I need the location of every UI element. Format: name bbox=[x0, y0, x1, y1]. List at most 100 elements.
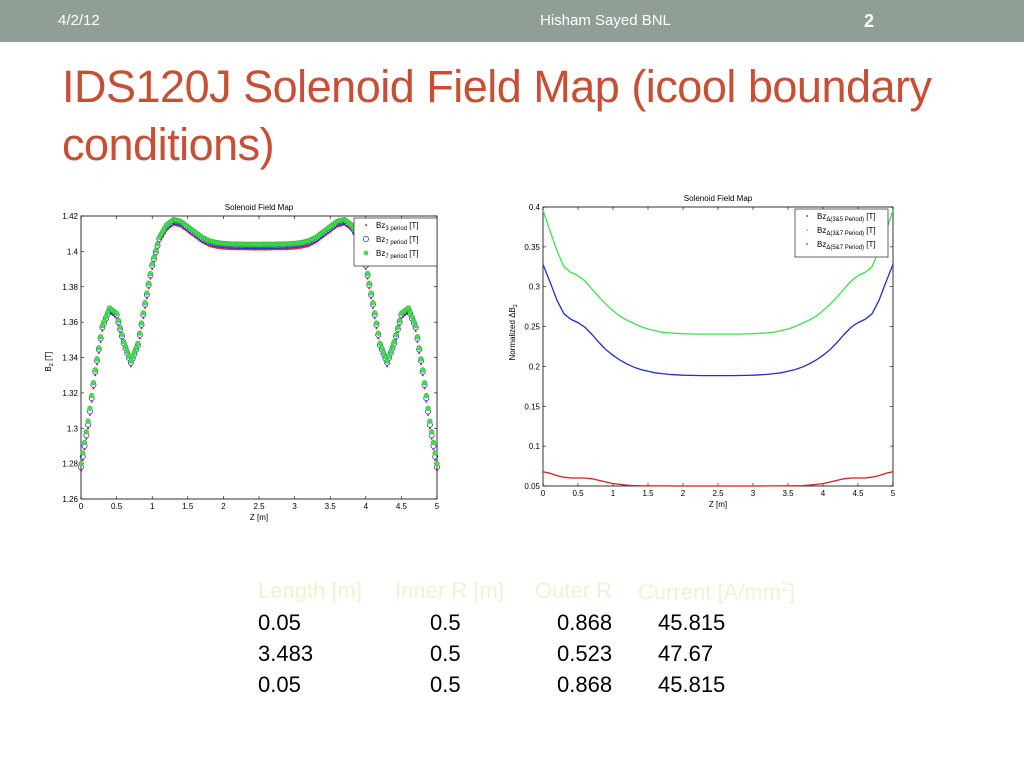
data-point bbox=[414, 334, 421, 340]
x-tick-label: 3 bbox=[292, 502, 297, 511]
x-tick-label: 4 bbox=[364, 502, 369, 511]
legend-entry: BzΔ(5&7 Period) [T] bbox=[817, 240, 876, 251]
data-point bbox=[386, 365, 389, 368]
data-point bbox=[117, 324, 123, 331]
data-point bbox=[364, 270, 371, 277]
y-tick-label: 1.26 bbox=[62, 495, 78, 504]
x-tick-label: 1.5 bbox=[642, 489, 654, 498]
data-point bbox=[429, 429, 435, 435]
data-point bbox=[90, 380, 97, 386]
data-point bbox=[227, 248, 230, 251]
data-point bbox=[395, 324, 401, 331]
data-point bbox=[147, 270, 154, 277]
data-point bbox=[222, 247, 225, 250]
x-tick-label: 1.5 bbox=[182, 502, 194, 511]
y-tick-label: 0.2 bbox=[529, 362, 541, 371]
data-point bbox=[364, 268, 367, 271]
legend-entry: Bz3 period [T] bbox=[376, 221, 419, 232]
data-point bbox=[414, 329, 417, 332]
y-tick-label: 0.15 bbox=[524, 402, 540, 411]
data-point bbox=[220, 247, 223, 250]
y-axis-label: Normalized ΔBz bbox=[508, 304, 519, 360]
slide-header-bar: 4/2/12 Hisham Sayed BNL 2 bbox=[0, 0, 1024, 42]
slide-date: 4/2/12 bbox=[58, 12, 100, 29]
data-point bbox=[427, 418, 433, 424]
data-point bbox=[391, 338, 397, 345]
y-tick-label: 1.38 bbox=[62, 283, 78, 292]
data-point bbox=[217, 247, 220, 250]
table-header-outer-r: Outer R bbox=[535, 578, 613, 603]
data-point bbox=[96, 345, 102, 351]
data-point bbox=[97, 334, 104, 340]
data-point bbox=[427, 413, 430, 416]
data-point bbox=[432, 448, 435, 451]
table-cell: 0.05 bbox=[258, 610, 301, 635]
series-line bbox=[542, 264, 894, 377]
data-point bbox=[113, 310, 120, 316]
data-point bbox=[282, 248, 285, 251]
data-point bbox=[146, 280, 152, 286]
data-point bbox=[295, 247, 298, 250]
data-point bbox=[145, 297, 148, 300]
table-cell: 3.483 bbox=[258, 641, 314, 666]
data-point bbox=[87, 405, 93, 411]
data-point bbox=[405, 305, 412, 311]
data-point bbox=[436, 469, 438, 472]
data-point bbox=[119, 331, 125, 338]
data-point bbox=[236, 248, 239, 251]
data-point bbox=[250, 248, 253, 251]
data-point bbox=[379, 345, 385, 351]
data-point bbox=[375, 330, 381, 336]
table-header-current-label: Current [A/mm bbox=[638, 579, 782, 605]
data-point bbox=[291, 247, 294, 250]
data-point bbox=[218, 247, 221, 250]
y-tick-label: 0.25 bbox=[524, 323, 540, 332]
data-point bbox=[115, 317, 121, 323]
data-point bbox=[229, 248, 232, 251]
x-tick-label: 2 bbox=[221, 502, 226, 511]
x-axis-label: Z [m] bbox=[250, 513, 268, 522]
y-tick-label: 0.4 bbox=[529, 203, 541, 212]
chart-title: Solenoid Field Map bbox=[684, 194, 753, 203]
data-point bbox=[279, 248, 282, 251]
data-point bbox=[281, 248, 284, 251]
data-point bbox=[418, 352, 421, 355]
x-tick-label: 2.5 bbox=[253, 502, 265, 511]
data-point bbox=[138, 337, 141, 340]
legend-box bbox=[794, 208, 889, 258]
data-point bbox=[105, 309, 111, 315]
data-point bbox=[151, 268, 154, 271]
y-tick-label: 1.28 bbox=[62, 460, 78, 469]
data-point bbox=[140, 310, 146, 316]
data-point bbox=[428, 427, 431, 430]
data-point bbox=[423, 392, 429, 399]
data-point bbox=[300, 246, 303, 249]
data-point bbox=[265, 248, 268, 251]
data-point bbox=[423, 387, 426, 390]
data-point bbox=[434, 461, 440, 467]
data-point bbox=[286, 248, 289, 251]
data-point bbox=[256, 248, 259, 251]
x-tick-label: 0.5 bbox=[572, 489, 584, 498]
table-cell: 0.5 bbox=[430, 610, 461, 635]
data-point bbox=[418, 356, 424, 362]
data-point bbox=[384, 358, 390, 364]
data-point bbox=[388, 348, 394, 354]
data-point bbox=[297, 247, 300, 250]
data-point bbox=[133, 345, 139, 351]
data-point bbox=[128, 358, 134, 364]
data-point bbox=[258, 248, 260, 251]
data-point bbox=[97, 352, 100, 355]
data-point bbox=[288, 248, 291, 251]
data-point bbox=[144, 306, 147, 309]
data-point bbox=[101, 329, 104, 332]
data-point bbox=[430, 439, 437, 446]
data-point bbox=[275, 248, 278, 251]
series-line bbox=[542, 209, 894, 335]
data-point bbox=[151, 254, 157, 260]
data-point bbox=[78, 461, 84, 467]
table-header-inner-r: Inner R [m] bbox=[395, 578, 504, 603]
data-point bbox=[90, 400, 93, 403]
data-point bbox=[80, 469, 82, 472]
